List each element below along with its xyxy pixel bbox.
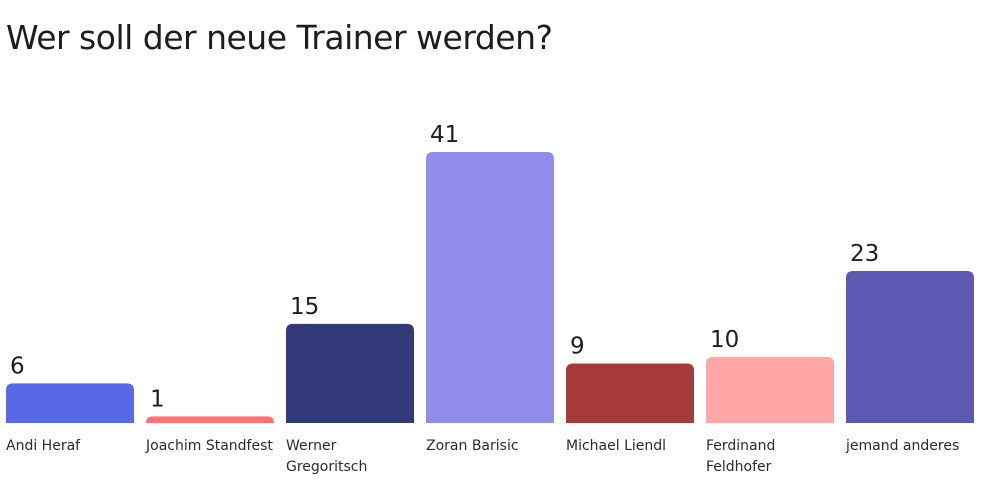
- value-label-joachim-standfest: 1: [150, 386, 165, 412]
- bar-jemand-anderes: [846, 270, 974, 423]
- category-label-joachim-standfest: Joachim Standfest: [145, 438, 273, 454]
- category-label-zoran-barisic: Zoran Barisic: [426, 438, 519, 454]
- bar-andi-heraf: [6, 383, 134, 423]
- page-title: Wer soll der neue Trainer werden?: [6, 18, 553, 57]
- category-label-michael-liendl: Michael Liendl: [566, 438, 666, 454]
- category-label-jemand-anderes: jemand anderes: [845, 438, 959, 454]
- bar-zoran-barisic: [426, 152, 554, 423]
- category-label-line: jemand anderes: [845, 438, 959, 454]
- category-label-line: Feldhofer: [706, 459, 772, 475]
- category-label-werner-gregoritsch: Werner Gregoritsch: [286, 438, 367, 475]
- value-label-jemand-anderes: 23: [850, 241, 879, 267]
- bar-joachim-standfest: [146, 416, 274, 423]
- bars-layer: [6, 152, 974, 423]
- bar-werner-gregoritsch: [286, 323, 414, 423]
- bar-ferdinand-feldhofer: [706, 356, 834, 423]
- category-labels-layer: Andi Heraf Joachim Standfest Werner Gregori…: [6, 438, 959, 475]
- category-label-line: Werner: [286, 438, 337, 454]
- category-label-line: Ferdinand: [706, 438, 775, 454]
- value-label-zoran-barisic: 41: [430, 122, 459, 148]
- category-label-line: Gregoritsch: [286, 459, 367, 475]
- category-label-line: Joachim Standfest: [145, 438, 273, 454]
- value-label-andi-heraf: 6: [10, 353, 25, 379]
- category-label-line: Andi Heraf: [6, 438, 81, 454]
- value-labels-layer: 6 1 15 41 9 10 23: [10, 122, 879, 412]
- category-label-ferdinand-feldhofer: Ferdinand Feldhofer: [706, 438, 775, 475]
- category-label-line: Michael Liendl: [566, 438, 666, 454]
- value-label-werner-gregoritsch: 15: [290, 294, 319, 320]
- category-label-andi-heraf: Andi Heraf: [6, 438, 81, 454]
- bar-michael-liendl: [566, 363, 694, 423]
- value-label-ferdinand-feldhofer: 10: [710, 327, 739, 353]
- category-label-line: Zoran Barisic: [426, 438, 519, 454]
- value-label-michael-liendl: 9: [570, 334, 585, 360]
